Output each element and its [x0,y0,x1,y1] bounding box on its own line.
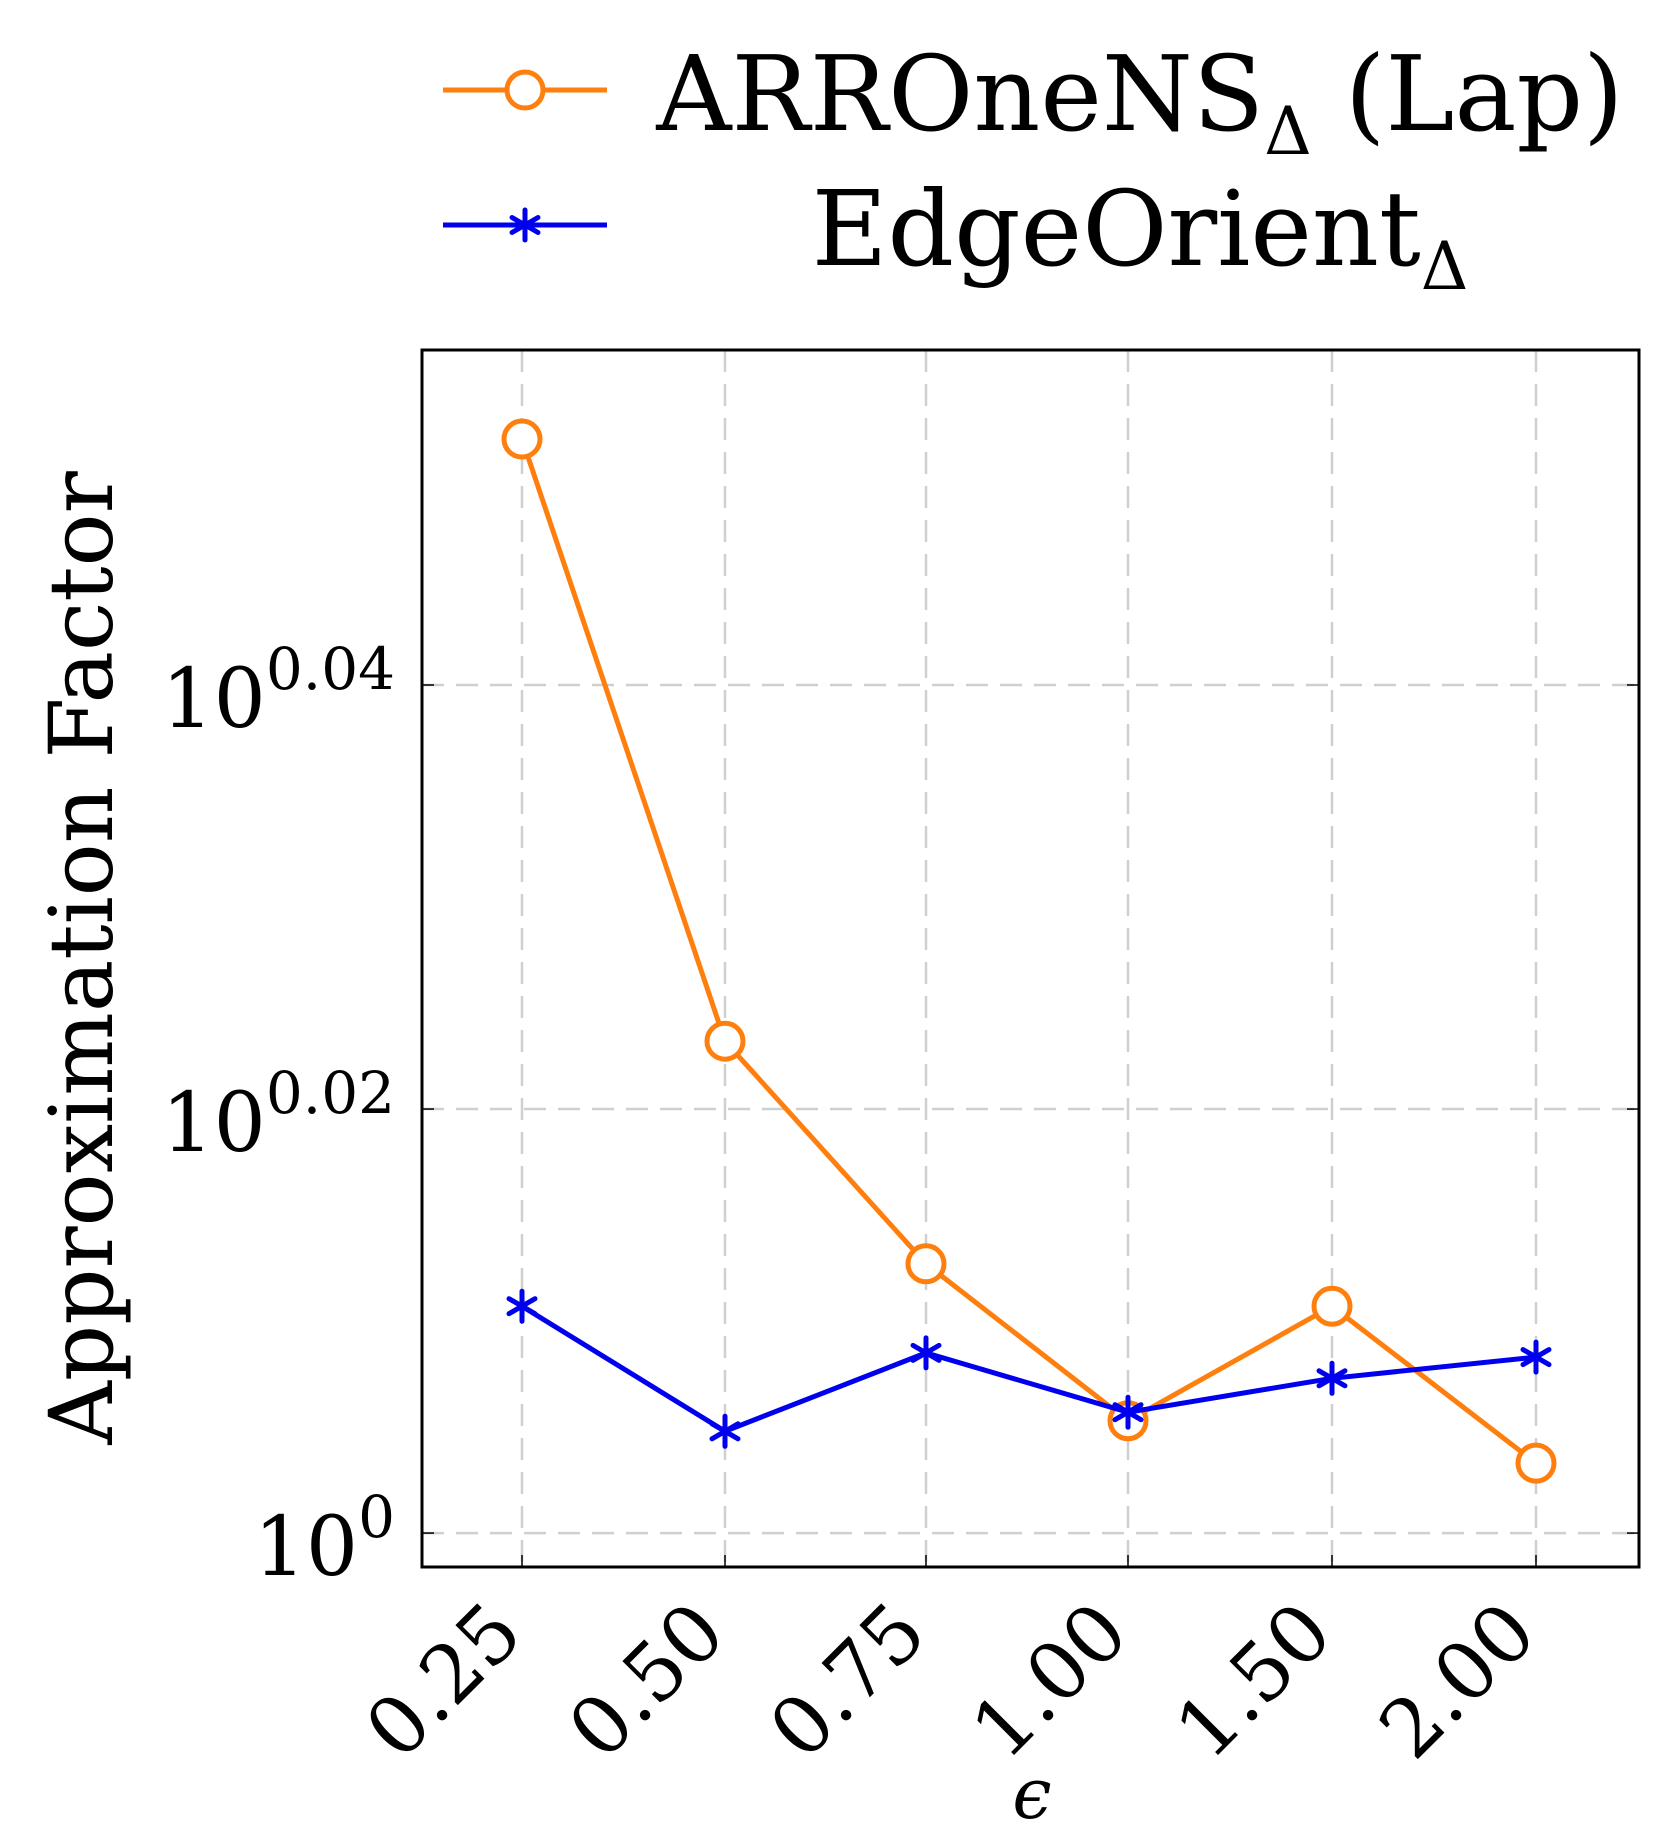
series-line-1 [520,1304,1537,1434]
legend-label-0: ARROneNSΔ (Lap) [655,33,1623,170]
legend-name: EdgeOrient [812,168,1421,290]
asterisk-stroke [509,215,541,235]
y-tick-base: 10 [162,652,266,747]
x-axis-ticks: 0.25 0.50 0.75 1.00 1.50 2.00 [348,1555,1554,1777]
data-point-asterisk [506,1288,538,1324]
y-tick-exponent: 0 [358,1483,395,1551]
x-tick-label: 0.25 [348,1585,540,1777]
data-point-asterisk [709,1413,741,1449]
data-point-asterisk [509,207,541,243]
x-tick-label: 1.50 [1158,1585,1350,1777]
y-tick-base: 10 [254,1500,358,1595]
data-point-circle [501,418,543,460]
y-tick-label: 100 [254,1483,395,1595]
asterisk-stroke [910,1342,942,1363]
series-layer [501,418,1557,1484]
asterisk-stroke [709,1421,741,1442]
legend-suffix: (Lap) [1312,33,1624,155]
x-tick-label: 0.75 [752,1585,944,1777]
data-point-asterisk [1112,1394,1144,1430]
legend-label-1: EdgeOrientΔ [812,168,1469,305]
legend: ARROneNSΔ (Lap)EdgeOrientΔ [443,33,1624,305]
legend-subscript: Δ [1264,93,1312,170]
y-axis-label: Approximation Factor [30,470,133,1445]
x-tick-label: 2.00 [1362,1585,1554,1777]
x-axis-label: ϵ [1012,1753,1051,1835]
asterisk-stroke [1316,1368,1348,1389]
legend-subscript: Δ [1421,228,1469,305]
legend-name: ARROneNS [655,33,1264,155]
x-tick-label: 0.50 [551,1585,743,1777]
x-tick-label: 1.00 [954,1585,1146,1777]
y-tick-label: 100.02 [162,1059,395,1171]
y-tick-exponent: 0.04 [266,635,395,703]
data-point-asterisk [1520,1339,1552,1375]
legend-marker-circle [504,69,546,111]
plot-frame [420,348,1641,1569]
y-tick-label: 100.04 [162,635,395,747]
y-tick-base: 10 [162,1076,266,1171]
asterisk-stroke [1112,1402,1144,1423]
data-point-circle [704,1020,746,1062]
data-point-asterisk [1316,1360,1348,1396]
data-point-circle [1515,1442,1557,1484]
y-tick-exponent: 0.02 [266,1059,395,1127]
asterisk-stroke [1520,1347,1552,1368]
data-point-asterisk [910,1335,942,1371]
asterisk-stroke [506,1296,538,1317]
series-line-0 [519,438,1538,1466]
data-point-circle [905,1243,947,1285]
data-point-circle [1311,1285,1353,1327]
